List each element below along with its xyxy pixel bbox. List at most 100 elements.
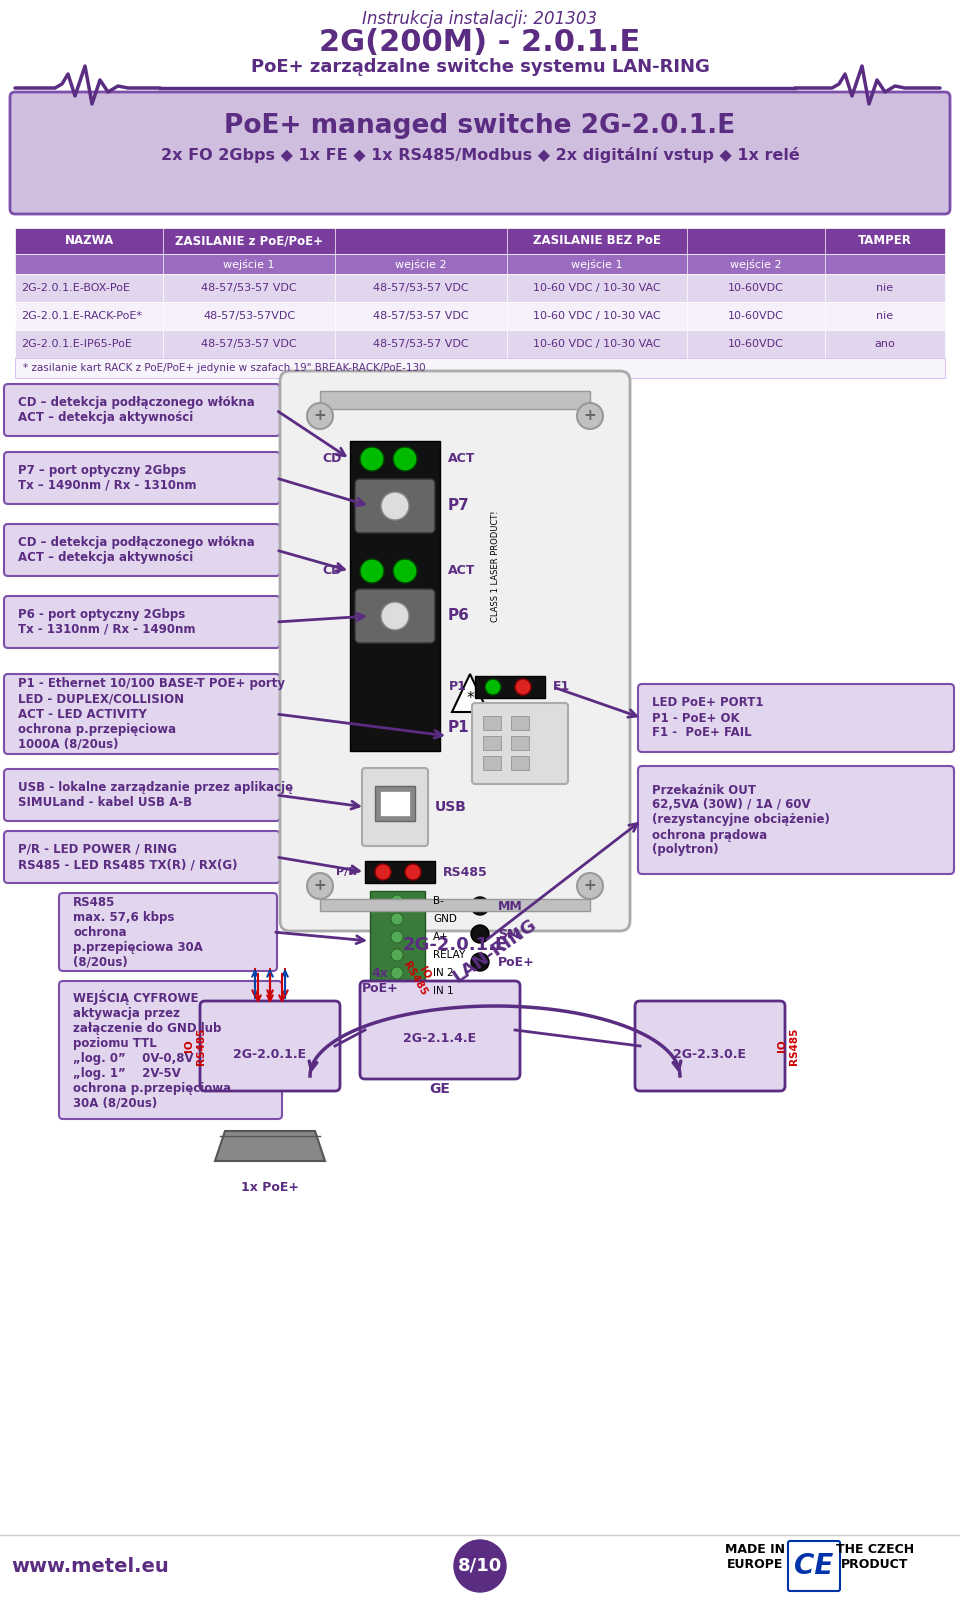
Text: GE: GE	[429, 1083, 450, 1096]
Text: ano: ano	[875, 339, 896, 350]
Circle shape	[391, 968, 403, 979]
Text: 8/10: 8/10	[458, 1557, 502, 1575]
FancyBboxPatch shape	[355, 589, 435, 644]
Text: TAMPER: TAMPER	[858, 235, 912, 248]
Text: 2G-2.1.4.E: 2G-2.1.4.E	[403, 1032, 476, 1044]
Text: MADE IN
EUROPE: MADE IN EUROPE	[725, 1543, 785, 1571]
Text: P1: P1	[448, 720, 469, 736]
Text: wejście 1: wejście 1	[224, 259, 275, 270]
Text: nie: nie	[876, 283, 894, 292]
Circle shape	[454, 1540, 506, 1592]
Text: RS485: RS485	[443, 866, 488, 878]
Text: PoE+: PoE+	[498, 955, 535, 968]
FancyBboxPatch shape	[355, 479, 435, 533]
Bar	[483, 736, 501, 751]
Text: CD – detekcja podłączonego włókna
ACT – detekcja aktywności: CD – detekcja podłączonego włókna ACT – …	[18, 537, 254, 564]
Text: 10-60 VDC / 10-30 VAC: 10-60 VDC / 10-30 VAC	[533, 339, 660, 350]
Text: Przekaźnik OUT
62,5VA (30W) / 1A / 60V
(rezystancyjne obciążenie)
ochrona prądow: Przekaźnik OUT 62,5VA (30W) / 1A / 60V (…	[652, 784, 829, 856]
Bar	[15, 275, 945, 302]
Text: ACT: ACT	[448, 564, 475, 578]
Text: P6 - port optyczny 2Gbps
Tx - 1310nm / Rx - 1490nm: P6 - port optyczny 2Gbps Tx - 1310nm / R…	[18, 608, 196, 636]
Bar	[511, 736, 529, 751]
Text: WEJŚCIĄ CYFROWE
aktywacja przez
załączenie do GND lub
poziomu TTL
„log. 0”    0V: WEJŚCIĄ CYFROWE aktywacja przez załączen…	[73, 990, 231, 1110]
Text: THE CZECH
PRODUCT: THE CZECH PRODUCT	[836, 1543, 914, 1571]
Bar	[320, 899, 590, 910]
Text: RELAY: RELAY	[433, 950, 466, 960]
Text: 1x PoE+: 1x PoE+	[241, 1182, 299, 1195]
Circle shape	[515, 679, 531, 695]
FancyBboxPatch shape	[4, 830, 280, 883]
Text: LAN-RING: LAN-RING	[449, 915, 540, 985]
Circle shape	[471, 953, 489, 971]
FancyBboxPatch shape	[4, 524, 280, 577]
Bar	[483, 755, 501, 770]
Text: B-: B-	[433, 896, 444, 905]
FancyBboxPatch shape	[360, 981, 520, 1080]
Circle shape	[307, 874, 333, 899]
Text: IN 2: IN 2	[433, 968, 454, 977]
Bar	[380, 791, 410, 816]
Text: 10-60VDC: 10-60VDC	[728, 283, 784, 292]
Circle shape	[485, 679, 501, 695]
Circle shape	[381, 492, 409, 521]
Bar	[15, 302, 945, 331]
Text: 48-57/53-57 VDC: 48-57/53-57 VDC	[373, 283, 468, 292]
Polygon shape	[215, 1131, 325, 1161]
Bar	[375, 786, 415, 821]
Polygon shape	[452, 674, 488, 712]
Text: CLASS 1 LASER PRODUCT!: CLASS 1 LASER PRODUCT!	[491, 511, 499, 621]
Text: CE: CE	[794, 1552, 833, 1579]
FancyBboxPatch shape	[635, 1001, 785, 1091]
Text: PoE+ managed switche 2G-2.0.1.E: PoE+ managed switche 2G-2.0.1.E	[225, 113, 735, 139]
Text: 4x
PoE+: 4x PoE+	[362, 968, 398, 995]
Text: nie: nie	[876, 311, 894, 321]
FancyBboxPatch shape	[59, 893, 277, 971]
Text: P/R - LED POWER / RING
RS485 - LED RS485 TX(R) / RX(G): P/R - LED POWER / RING RS485 - LED RS485…	[18, 843, 237, 870]
FancyBboxPatch shape	[4, 596, 280, 648]
Circle shape	[391, 949, 403, 961]
Text: 2G-2.0.1.E: 2G-2.0.1.E	[402, 936, 508, 953]
Bar	[511, 715, 529, 730]
Circle shape	[391, 894, 403, 907]
Bar	[15, 254, 945, 275]
Text: 48-57/53-57 VDC: 48-57/53-57 VDC	[202, 339, 297, 350]
Circle shape	[405, 864, 421, 880]
Text: +: +	[314, 878, 326, 893]
Text: wejście 2: wejście 2	[731, 259, 781, 270]
Text: www.metel.eu: www.metel.eu	[12, 1557, 169, 1576]
Text: wejście 2: wejście 2	[396, 259, 446, 270]
Text: IO
RS485: IO RS485	[778, 1027, 799, 1065]
Text: F1: F1	[553, 680, 570, 693]
Bar	[475, 676, 545, 698]
Text: 10-60 VDC / 10-30 VAC: 10-60 VDC / 10-30 VAC	[533, 311, 660, 321]
FancyBboxPatch shape	[362, 768, 428, 846]
Text: 10-60VDC: 10-60VDC	[728, 311, 784, 321]
Text: P/R: P/R	[336, 867, 357, 877]
Text: 10-60 VDC / 10-30 VAC: 10-60 VDC / 10-30 VAC	[533, 283, 660, 292]
Text: CD: CD	[323, 564, 342, 578]
Text: CD – detekcja podłączonego włókna
ACT – detekcja aktywności: CD – detekcja podłączonego włókna ACT – …	[18, 396, 254, 423]
Text: * zasilanie kart RACK z PoE/PoE+ jedynie w szafach 19" BREAK-RACK/PoE-130: * zasilanie kart RACK z PoE/PoE+ jedynie…	[23, 363, 425, 374]
Bar	[15, 331, 945, 358]
FancyBboxPatch shape	[4, 674, 280, 754]
Text: ZASILANIE z PoE/PoE+: ZASILANIE z PoE/PoE+	[175, 235, 323, 248]
Circle shape	[471, 925, 489, 942]
Text: +: +	[314, 409, 326, 423]
Text: ZASILANIE BEZ PoE: ZASILANIE BEZ PoE	[533, 235, 660, 248]
Circle shape	[360, 447, 384, 471]
Text: P6: P6	[448, 608, 469, 623]
Bar	[511, 755, 529, 770]
Text: IN 1: IN 1	[433, 985, 454, 997]
Text: CD: CD	[323, 452, 342, 465]
Text: 2G-2.0.1.E: 2G-2.0.1.E	[233, 1048, 306, 1060]
Bar	[365, 861, 435, 883]
Text: 2G-2.3.0.E: 2G-2.3.0.E	[674, 1048, 747, 1060]
Text: Instrukcja instalacji: 201303: Instrukcja instalacji: 201303	[363, 10, 597, 29]
Circle shape	[391, 931, 403, 942]
Circle shape	[391, 985, 403, 997]
FancyBboxPatch shape	[638, 767, 954, 874]
Bar	[320, 391, 590, 409]
Text: IO
RS485: IO RS485	[401, 955, 439, 998]
FancyBboxPatch shape	[788, 1541, 840, 1591]
Text: GND: GND	[433, 913, 457, 925]
